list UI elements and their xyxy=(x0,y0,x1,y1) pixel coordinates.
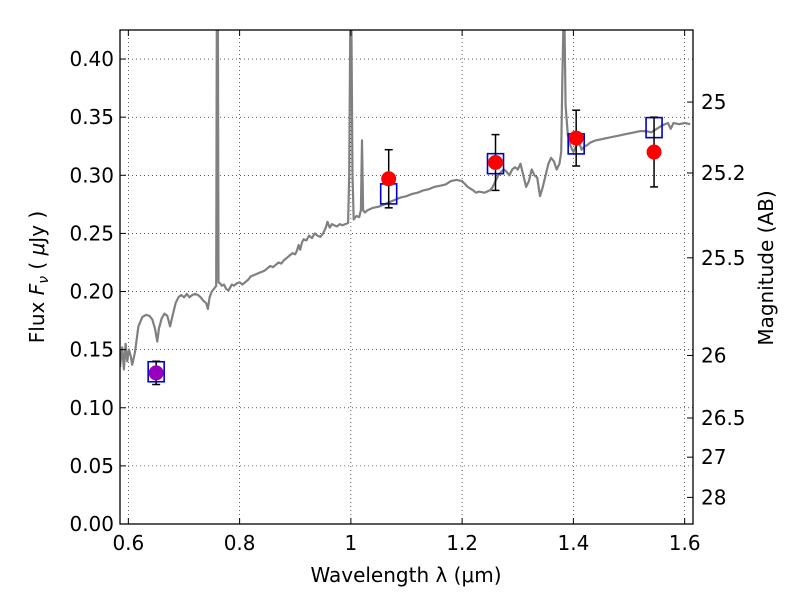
photometry-point xyxy=(568,130,584,146)
y-axis-label-unit-prefix: μ xyxy=(25,243,49,257)
axis-ticks: 0.6 0.8 1 1.2 1.4 1.6 0.00 0.05 0.10 0.15 0.20 0.25… xyxy=(69,30,746,555)
y-tick-label: 0.40 xyxy=(69,47,114,71)
x-tick-label: 1.6 xyxy=(669,531,701,555)
y2-tick-label: 27 xyxy=(701,445,726,469)
y-tick-label: 0.20 xyxy=(69,280,114,304)
y-axis-label-open: ( xyxy=(25,255,49,276)
y-tick-label: 0.00 xyxy=(69,512,114,536)
y2-axis-label: Magnitude (AB) xyxy=(754,190,778,345)
grid-lines xyxy=(120,30,693,525)
photometry-point xyxy=(148,365,164,381)
y2-tick-label: 25.2 xyxy=(701,161,746,185)
x-tick-label: 0.8 xyxy=(224,531,256,555)
y-tick-label: 0.25 xyxy=(69,221,114,245)
y-tick-label: 0.30 xyxy=(69,163,114,187)
y-axis-label: Flux Fν ( μJy ) xyxy=(25,211,52,343)
y2-tick-label: 25.5 xyxy=(701,246,746,270)
x-tick-label: 0.6 xyxy=(112,531,144,555)
photometry-point xyxy=(646,144,662,160)
y2-tick-label: 26 xyxy=(701,343,726,367)
y-tick-label: 0.05 xyxy=(69,454,114,478)
y-tick-label: 0.15 xyxy=(69,338,114,362)
x-axis-label: Wavelength λ (μm) xyxy=(310,563,501,587)
y2-tick-label: 26.5 xyxy=(701,406,746,430)
x-tick-label: 1.2 xyxy=(446,531,478,555)
y-axis-label-prefix: Flux xyxy=(25,295,49,343)
y-axis-label-symbol: F xyxy=(25,283,49,295)
plot-markers xyxy=(147,109,663,386)
x-tick-label: 1 xyxy=(345,531,358,555)
plot-series xyxy=(120,30,691,371)
y2-tick-label: 28 xyxy=(701,485,726,509)
y-axis-label-unit: Jy ) xyxy=(25,211,49,245)
y2-tick-label: 25 xyxy=(701,90,726,114)
spectrum-line xyxy=(120,30,691,371)
x-tick-label: 1.4 xyxy=(557,531,589,555)
y-axis-label-subscript: ν xyxy=(36,276,52,284)
photometry-point xyxy=(488,155,504,171)
photometry-point xyxy=(381,171,397,187)
plot-frame xyxy=(119,29,694,525)
y-tick-label: 0.35 xyxy=(69,105,114,129)
y-tick-label: 0.10 xyxy=(69,396,114,420)
